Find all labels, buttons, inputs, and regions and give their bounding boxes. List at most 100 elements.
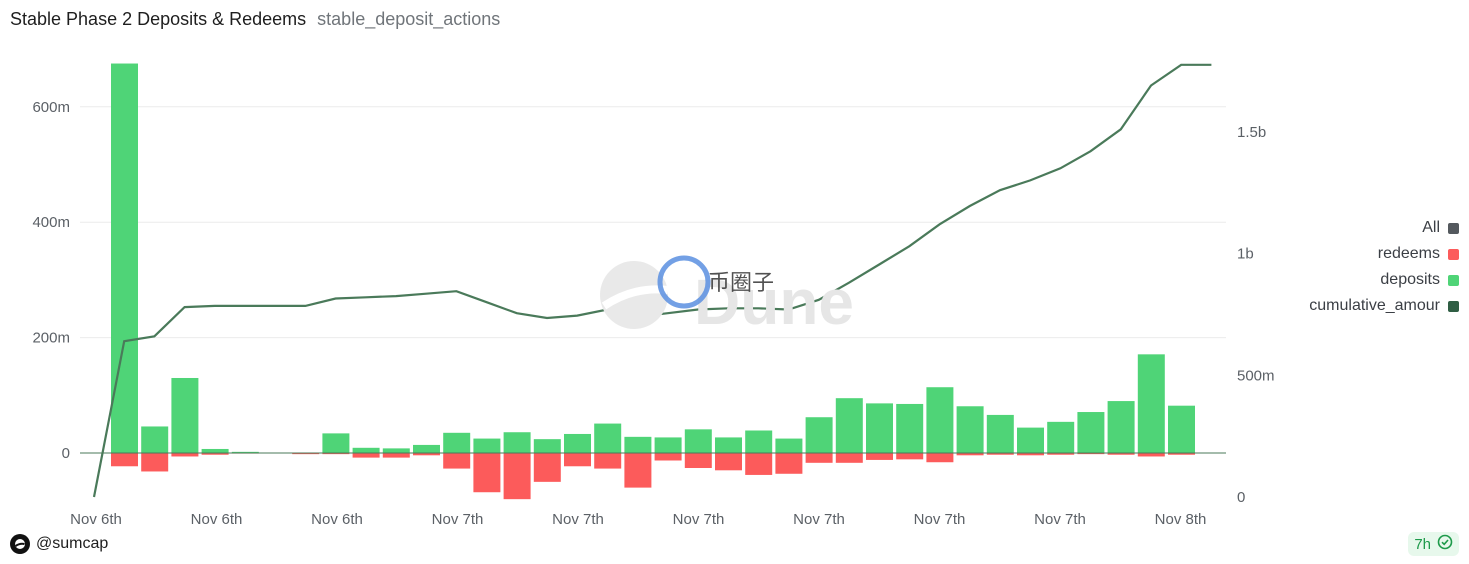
deposit-bar [171, 377, 199, 453]
right-tick-label: 0 [1237, 489, 1245, 506]
redeem-bar [654, 453, 682, 461]
redeem-bar [413, 453, 440, 456]
redeem-bar [443, 453, 471, 469]
redeem-bar [745, 453, 773, 475]
deposit-bar [956, 406, 984, 453]
deposit-bar [231, 451, 259, 453]
redeem-bar [1047, 453, 1075, 455]
redeem-bar [896, 453, 924, 460]
redeem-bar [352, 453, 380, 458]
redeem-bar [1077, 453, 1105, 455]
x-tick-label: Nov 6th [191, 511, 243, 528]
right-tick-label: 500m [1237, 367, 1275, 384]
legend-item-cumulative[interactable]: cumulative_amour [1309, 297, 1459, 315]
left-axis: 0 200m 400m 600m [32, 99, 70, 462]
redeem-bar [141, 453, 169, 472]
deposit-bar [684, 429, 712, 453]
redeem-bar [684, 453, 712, 469]
deposit-bar [473, 438, 501, 453]
deposit-bar [1137, 354, 1165, 453]
redeem-bar [503, 453, 531, 500]
deposit-bar [805, 417, 833, 453]
x-axis: Nov 6th Nov 6th Nov 6th Nov 7th Nov 7th Nov 7… [70, 511, 1206, 528]
deposit-bar [413, 444, 440, 453]
redeem-bar [564, 453, 591, 467]
redeem-bar [473, 453, 501, 493]
left-tick-label: 0 [62, 445, 70, 462]
deposit-bar [322, 433, 350, 453]
freshness-age: 7h [1414, 535, 1431, 553]
redeem-bar [201, 453, 229, 455]
freshness-badge[interactable]: 7h [1408, 532, 1459, 556]
deposit-bar [503, 432, 531, 453]
redeem-bar [775, 453, 803, 474]
deposit-bar [835, 398, 863, 453]
deposit-bar [201, 448, 229, 453]
author-name: @sumcap [36, 535, 109, 552]
redeem-bar [956, 453, 984, 456]
legend-item-all[interactable]: All [1422, 219, 1459, 237]
legend-item-redeems[interactable]: redeems [1378, 245, 1459, 263]
x-tick-label: Nov 7th [1034, 511, 1086, 528]
redeem-bar [533, 453, 561, 482]
deposit-bar [352, 447, 380, 453]
deposit-bar [382, 448, 410, 453]
deposit-bar [715, 437, 742, 453]
redeem-bar [1107, 453, 1135, 455]
deposit-bar [1077, 412, 1105, 453]
legend-item-deposits[interactable]: deposits [1380, 271, 1459, 289]
right-axis: 0 500m 1b 1.5b [1237, 124, 1275, 506]
author-link[interactable]: @sumcap [10, 534, 108, 554]
x-tick-label: Nov 7th [914, 511, 966, 528]
deposit-bar [1107, 401, 1135, 453]
legend-swatch-deposits [1448, 274, 1459, 286]
redeem-bar [1168, 453, 1195, 455]
redeem-bar [715, 453, 742, 471]
redeem-bar [986, 453, 1014, 455]
redeem-bar [1137, 453, 1165, 457]
redeem-bar [292, 453, 320, 455]
redeem-bar [382, 453, 410, 458]
deposit-bar [1017, 427, 1044, 453]
chart-subtitle: stable_deposit_actions [317, 9, 501, 29]
deposit-bar [1047, 421, 1075, 453]
deposit-bar [745, 430, 773, 453]
chart-legend: All redeems deposits cumulative_amour [1309, 219, 1459, 315]
dune-logo-icon [10, 534, 30, 554]
redeem-bar [594, 453, 622, 469]
deposit-bar [624, 436, 652, 453]
left-tick-label: 200m [32, 330, 70, 347]
right-tick-label: 1b [1237, 246, 1254, 263]
deposit-bar [896, 403, 924, 453]
redeem-bar [624, 453, 652, 488]
x-tick-label: Nov 7th [432, 511, 484, 528]
legend-swatch-cumulative [1448, 300, 1459, 312]
x-tick-label: Nov 8th [1155, 511, 1207, 528]
deposit-bar [986, 414, 1014, 453]
x-tick-label: Nov 7th [673, 511, 725, 528]
left-tick-label: 600m [32, 99, 70, 116]
deposit-bar [775, 438, 803, 453]
deposit-bar [1168, 405, 1195, 453]
redeem-bar [835, 453, 863, 463]
deposit-bar [654, 437, 682, 453]
deposit-bar [443, 432, 471, 453]
redeem-bar [1017, 453, 1044, 456]
grid-lines [80, 106, 1226, 339]
redeem-bar [322, 453, 350, 455]
redeem-bar [111, 453, 138, 467]
x-tick-label: Nov 6th [70, 511, 122, 528]
chart-header: Stable Phase 2 Deposits & Redeems stable… [10, 9, 500, 30]
redeem-bar [805, 453, 833, 463]
chart-title: Stable Phase 2 Deposits & Redeems [10, 9, 307, 29]
deposit-bar [926, 387, 954, 453]
redeem-bar [171, 453, 199, 457]
deposit-bar [111, 63, 138, 454]
left-tick-label: 400m [32, 214, 70, 231]
check-circle-icon [1437, 534, 1453, 554]
deposit-bar [564, 433, 591, 453]
redeem-bar [926, 453, 954, 463]
legend-swatch-redeems [1448, 248, 1459, 260]
x-tick-label: Nov 6th [311, 511, 363, 528]
deposit-bar [141, 426, 169, 453]
